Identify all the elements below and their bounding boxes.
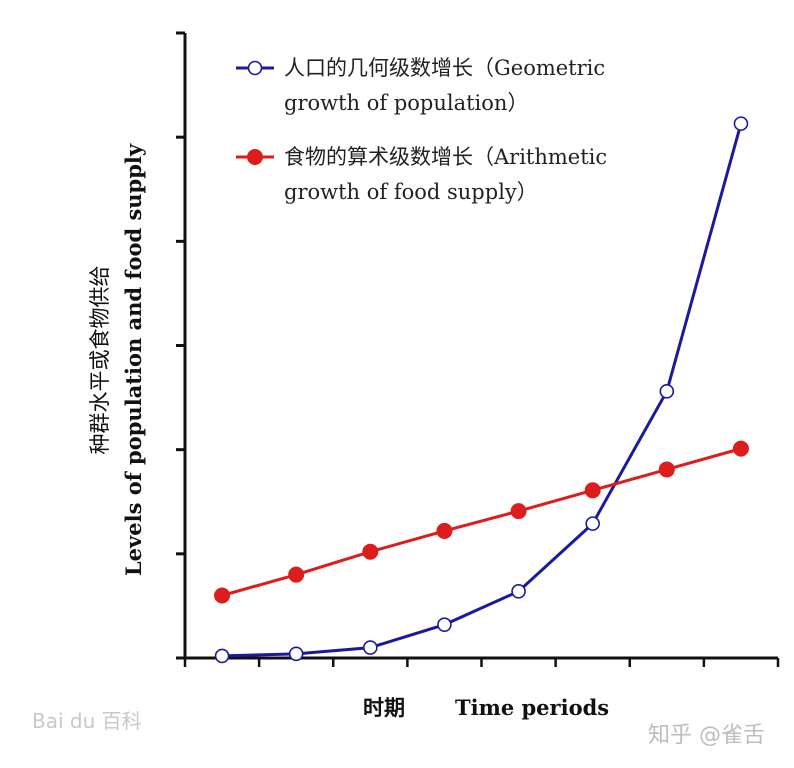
y-axis-label-english: Levels of population and food supply <box>121 143 146 576</box>
series-1-point <box>437 617 452 632</box>
series-1-point <box>288 646 304 662</box>
series-2-point <box>436 522 453 539</box>
series-2-point <box>214 587 231 604</box>
series-1-point <box>733 116 749 131</box>
series-2-point <box>362 543 379 560</box>
x-axis-label-english: Time periods <box>455 695 609 720</box>
series-2-point <box>584 482 601 499</box>
legend: 人口的几何级数增长（Geometric growth of population）… <box>236 56 607 204</box>
series-2-point <box>510 503 527 520</box>
baidu-watermark: Bai du 百科 <box>32 709 142 733</box>
series-1-point <box>659 384 675 399</box>
axes <box>176 31 780 667</box>
series-layer <box>214 116 749 664</box>
series-1-point <box>511 584 526 599</box>
legend-label-1-line1: 人口的几何级数增长（Geometric <box>284 56 605 80</box>
series-2-point <box>732 440 749 457</box>
legend-label-2-line2: growth of food supply） <box>284 180 538 204</box>
series-line-1 <box>222 123 743 658</box>
zhihu-watermark: 知乎 @雀舌 <box>648 723 765 748</box>
series-2-point <box>288 566 305 583</box>
legend-swatch-marker-1 <box>247 60 263 76</box>
x-axis-label-chinese: 时期 <box>363 695 405 720</box>
series-line-2 <box>221 447 742 597</box>
legend-label-1-line2: growth of population） <box>284 91 528 115</box>
series-1-point <box>585 516 600 531</box>
series-2-point <box>658 461 675 478</box>
y-axis-label-chinese: 种群水平或食物供给 <box>88 266 112 455</box>
legend-label-2-line1: 食物的算术级数增长（Arithmetic <box>284 145 607 169</box>
series-1-point <box>214 648 230 664</box>
series-1-point <box>363 640 378 655</box>
legend-swatch-marker-2 <box>247 149 263 165</box>
